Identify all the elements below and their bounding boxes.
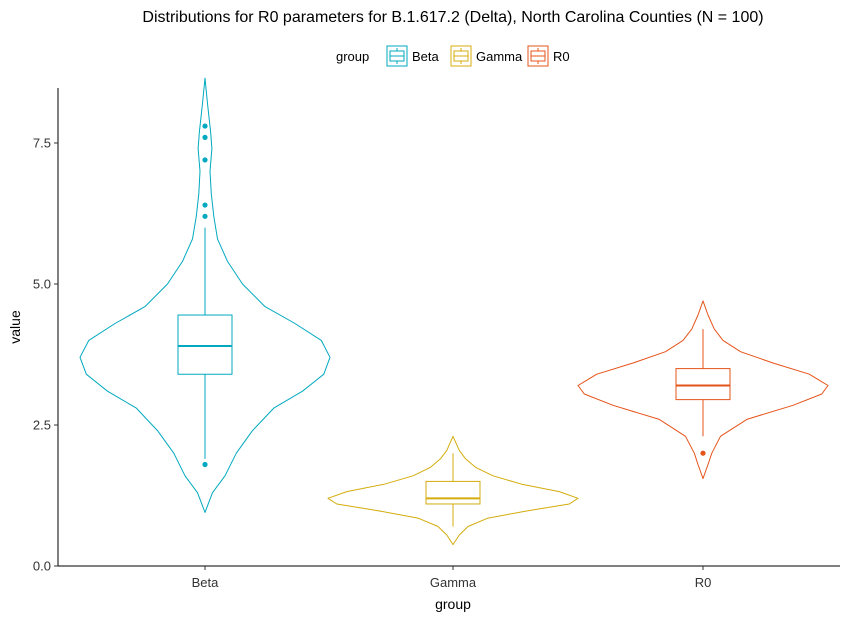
box-beta xyxy=(177,314,233,375)
y-tick-label: 2.5 xyxy=(33,418,51,433)
y-tick-label: 7.5 xyxy=(33,136,51,151)
y-axis-label: value xyxy=(7,310,23,344)
outlier-point-beta xyxy=(202,213,208,219)
x-axis-ticks: Beta Gamma R0 xyxy=(192,566,712,590)
outlier-point-beta xyxy=(202,123,208,129)
plot-area xyxy=(79,77,829,546)
violin-r0 xyxy=(577,300,829,480)
violin-gamma xyxy=(327,435,579,546)
box-r0 xyxy=(675,368,731,401)
y-axis-ticks: 0.0 2.5 5.0 7.5 xyxy=(33,136,58,574)
x-tick-label: Gamma xyxy=(430,575,477,590)
outlier-point-r0 xyxy=(700,450,706,456)
y-tick-label: 5.0 xyxy=(33,277,51,292)
chart-title: Distributions for R0 parameters for B.1.… xyxy=(142,9,763,26)
x-tick-label: R0 xyxy=(695,575,712,590)
box-gamma xyxy=(425,480,481,505)
x-tick-label: Beta xyxy=(192,575,220,590)
legend-key-gamma xyxy=(450,45,472,67)
legend-label-gamma: Gamma xyxy=(476,49,523,64)
outlier-point-beta xyxy=(202,157,208,163)
legend-title: group xyxy=(336,49,369,64)
legend-key-beta xyxy=(386,45,408,67)
x-axis-label: group xyxy=(435,596,471,612)
y-tick-label: 0.0 xyxy=(33,559,51,574)
legend: group Beta Gamma R0 xyxy=(336,45,570,67)
legend-label-r0: R0 xyxy=(553,49,570,64)
outlier-point-beta xyxy=(202,134,208,140)
outlier-point-beta xyxy=(202,202,208,208)
violin-beta xyxy=(79,77,331,513)
legend-key-r0 xyxy=(527,45,549,67)
outlier-point-beta xyxy=(202,461,208,468)
legend-label-beta: Beta xyxy=(412,49,440,64)
